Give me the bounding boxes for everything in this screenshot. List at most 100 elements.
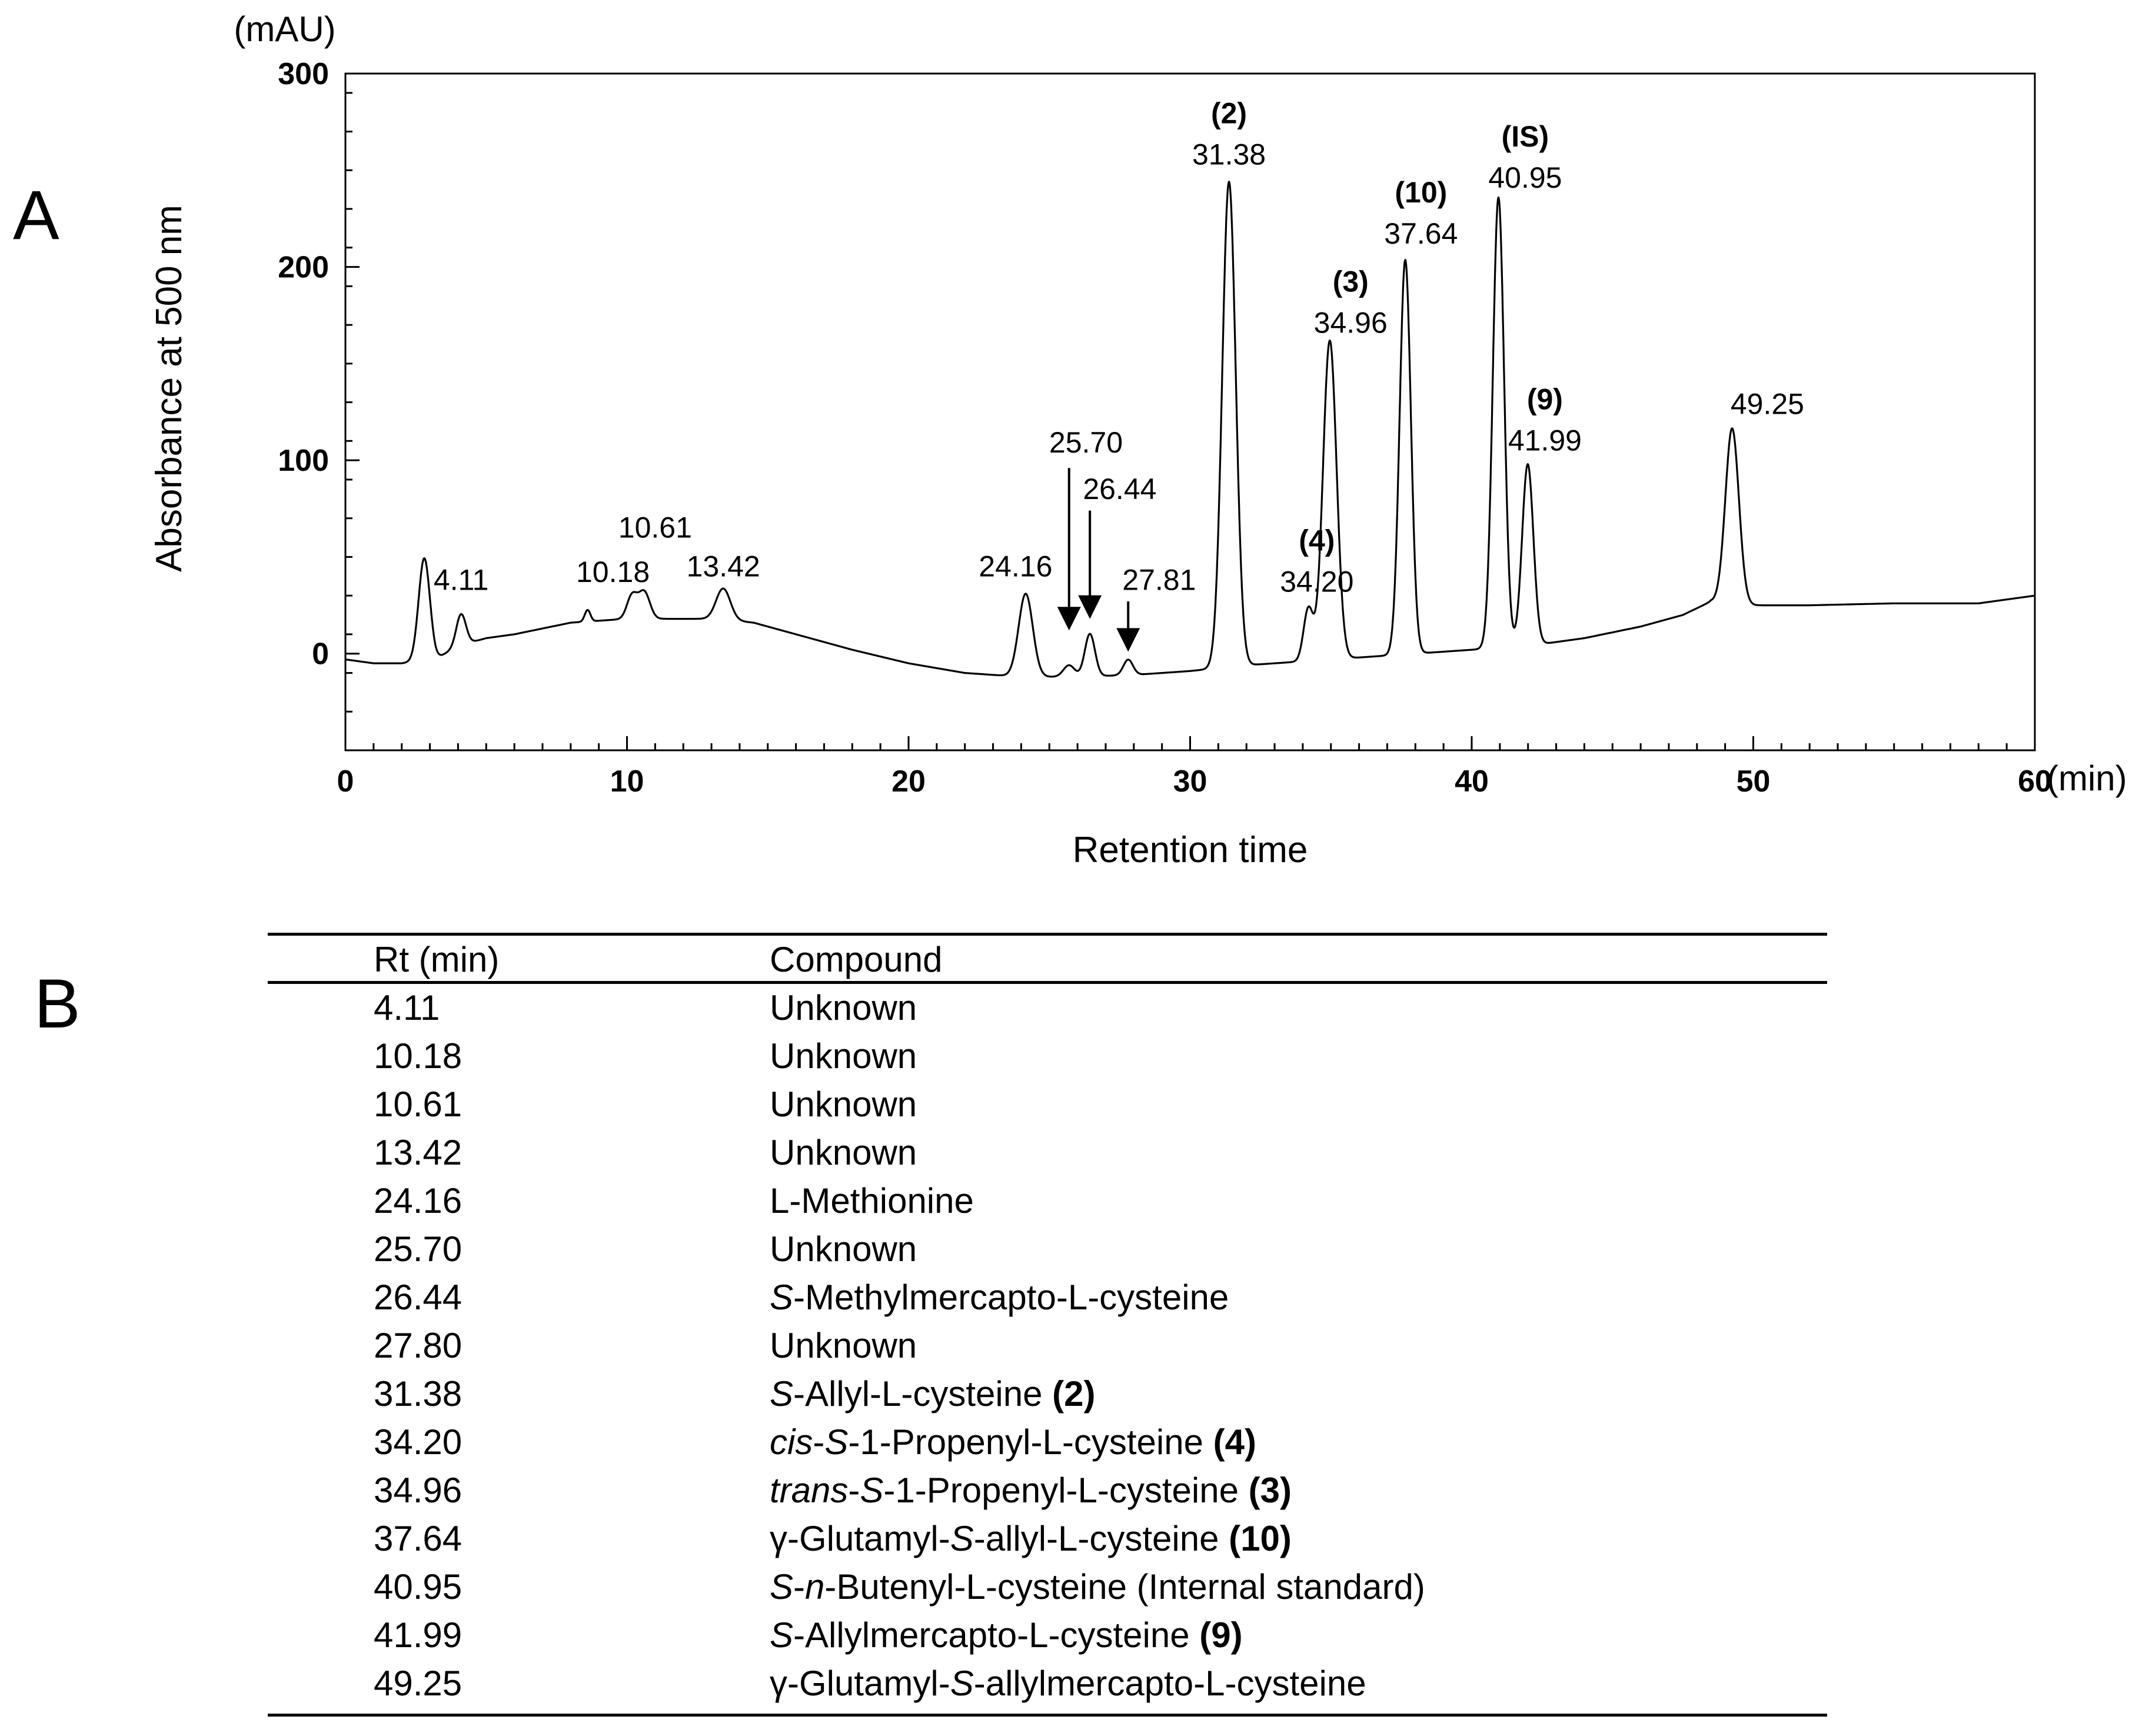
- row-rt: 26.44: [374, 1278, 463, 1317]
- compound-text-segment: trans: [770, 1471, 849, 1510]
- row-rt: 24.16: [374, 1181, 463, 1220]
- row-rt: 10.18: [374, 1036, 463, 1076]
- compound-text-segment: γ-Glutamyl-: [770, 1664, 950, 1703]
- compound-text-segment: -allyl-L-cysteine: [973, 1519, 1229, 1558]
- peak-compound-label: (4): [1299, 524, 1335, 557]
- compound-text-segment: -1-Propenyl-L-cysteine: [883, 1471, 1249, 1510]
- compound-text-segment: Unknown: [770, 1229, 917, 1269]
- row-rt: 34.96: [374, 1471, 463, 1510]
- x-axis-title: Retention time: [1073, 830, 1308, 870]
- compound-text-segment: S: [950, 1664, 974, 1703]
- compound-text-segment: (4): [1213, 1422, 1256, 1462]
- y-axis-title: Absorbance at 500 nm: [149, 205, 189, 572]
- y-axis-unit: (mAU): [234, 9, 335, 49]
- compound-text-segment: S: [770, 1567, 794, 1607]
- row-compound: γ-Glutamyl-S-allylmercapto-L-cysteine: [770, 1659, 1366, 1708]
- x-axis-unit: (min): [2047, 759, 2127, 798]
- peak-rt-label: 10.61: [618, 511, 692, 544]
- header-compound: Compound: [770, 940, 943, 979]
- compound-text-segment: S: [770, 1278, 794, 1317]
- row-compound: Unknown: [770, 1225, 917, 1273]
- chromatogram-trace: [344, 181, 2036, 678]
- compound-text-segment: S: [950, 1519, 974, 1558]
- peak-rt-label: 13.42: [687, 550, 760, 583]
- compound-text-segment: Unknown: [770, 988, 917, 1027]
- panel-a-label: A: [13, 177, 59, 254]
- row-rt: 49.25: [374, 1664, 463, 1703]
- y-tick-label: 200: [278, 251, 329, 285]
- row-compound: trans-S-1-Propenyl-L-cysteine (3): [770, 1466, 1292, 1515]
- compound-text-segment: S: [770, 1374, 794, 1414]
- row-compound: S-Methylmercapto-L-cysteine: [770, 1273, 1229, 1322]
- row-compound: Unknown: [770, 1129, 917, 1177]
- row-compound: S-Allylmercapto-L-cysteine (9): [770, 1611, 1243, 1659]
- y-tick-label: 0: [312, 637, 329, 671]
- peak-rt-label: 41.99: [1508, 424, 1582, 457]
- compound-text-segment: S: [860, 1471, 884, 1510]
- compound-text-segment: Unknown: [770, 1085, 917, 1124]
- compound-text-segment: S: [770, 1615, 794, 1655]
- compound-text-segment: (10): [1229, 1519, 1292, 1558]
- peak-rt-label: 25.70: [1049, 426, 1123, 459]
- compound-text-segment: cis: [770, 1422, 813, 1462]
- peak-rt-label: 4.11: [434, 563, 489, 596]
- y-tick-label: 100: [278, 444, 329, 478]
- compound-text-segment: -allylmercapto-L-cysteine: [973, 1664, 1366, 1703]
- x-tick-label: 10: [610, 764, 644, 799]
- y-tick-label: 300: [278, 57, 329, 91]
- peak-compound-label: (IS): [1502, 120, 1549, 153]
- compound-text-segment: Unknown: [770, 1133, 917, 1172]
- row-compound: L-Methionine: [770, 1177, 974, 1225]
- x-tick-label: 0: [337, 764, 354, 799]
- panel-b-label: B: [34, 965, 81, 1043]
- compound-text-segment: -Allylmercapto-L-cysteine: [793, 1615, 1200, 1655]
- row-compound: Unknown: [770, 984, 917, 1032]
- compound-text-segment: S: [824, 1422, 849, 1462]
- chromatogram-chart: 0 10 20 30 40 50 60 0 100 200 300 Retention time (mi…: [149, 9, 2127, 870]
- row-rt: 27.80: [374, 1326, 463, 1365]
- peak-compound-label: (2): [1211, 97, 1247, 129]
- compound-text-segment: -: [848, 1471, 860, 1510]
- x-tick-label: 30: [1173, 764, 1207, 799]
- peak-rt-label: 31.38: [1192, 138, 1266, 171]
- row-rt: 37.64: [374, 1519, 463, 1558]
- table-top-rule: [268, 933, 1827, 936]
- peak-arrow-head: [1057, 607, 1081, 631]
- peak-rt-label: 37.64: [1384, 217, 1458, 250]
- row-rt: 4.11: [374, 988, 440, 1027]
- peak-compound-label: (10): [1395, 176, 1447, 209]
- row-compound: γ-Glutamyl-S-allyl-L-cysteine (10): [770, 1515, 1292, 1563]
- row-compound: S-n-Butenyl-L-cysteine (Internal standar…: [770, 1563, 1425, 1611]
- compound-text-segment: γ-Glutamyl-: [770, 1519, 950, 1558]
- header-rt: Rt (min): [374, 940, 500, 979]
- compound-text-segment: (2): [1052, 1374, 1096, 1414]
- peak-compound-label: (3): [1333, 265, 1369, 298]
- compound-text-segment: -1-Propenyl-L-cysteine: [848, 1422, 1213, 1462]
- peak-arrow-head: [1116, 628, 1140, 652]
- compound-text-segment: Unknown: [770, 1326, 917, 1365]
- row-rt: 40.95: [374, 1567, 463, 1607]
- row-rt: 13.42: [374, 1133, 463, 1172]
- compound-text-segment: (3): [1248, 1471, 1292, 1510]
- row-rt: 25.70: [374, 1229, 463, 1269]
- x-tick-label: 20: [891, 764, 926, 799]
- peak-rt-label: 10.18: [576, 556, 650, 588]
- compound-text-segment: (9): [1199, 1615, 1243, 1655]
- row-compound: cis-S-1-Propenyl-L-cysteine (4): [770, 1418, 1256, 1466]
- row-rt: 34.20: [374, 1422, 463, 1462]
- row-rt: 41.99: [374, 1615, 463, 1655]
- compound-text-segment: -Allyl-L-cysteine: [793, 1374, 1053, 1414]
- peak-arrow-head: [1078, 595, 1102, 619]
- table-header-rule: [268, 981, 1827, 984]
- compound-text-segment: -: [813, 1422, 825, 1462]
- peak-rt-label: 26.44: [1083, 473, 1156, 505]
- peak-rt-label: 24.16: [979, 550, 1052, 583]
- row-rt: 10.61: [374, 1085, 463, 1124]
- compound-text-segment: n: [805, 1567, 825, 1607]
- row-compound: S-Allyl-L-cysteine (2): [770, 1370, 1095, 1418]
- peak-rt-label: 34.20: [1280, 566, 1353, 598]
- compound-text-segment: -: [793, 1567, 806, 1607]
- table-bottom-rule: [268, 1714, 1827, 1717]
- row-compound: Unknown: [770, 1080, 917, 1129]
- compound-text-segment: -Butenyl-L-cysteine (Internal standard): [824, 1567, 1425, 1607]
